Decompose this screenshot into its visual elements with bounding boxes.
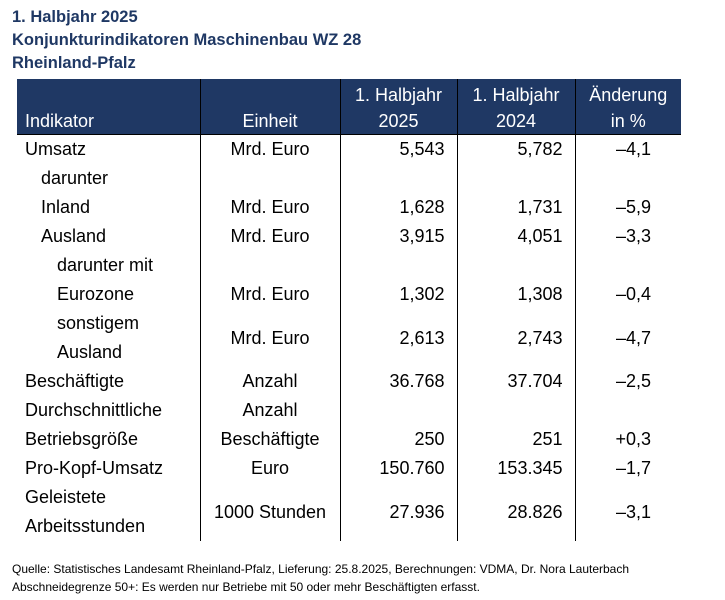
- row-value-2025: 1,628: [339, 193, 457, 222]
- row-change: –0,4: [574, 280, 681, 309]
- row-value-2025: 5,543: [339, 134, 457, 164]
- row-unit: Beschäftigte: [199, 425, 340, 454]
- row-value-2025: 150.760: [339, 454, 457, 483]
- row-unit: Euro: [199, 454, 340, 483]
- row-indicator: Geleistete: [25, 487, 107, 507]
- indicator-table: Indikator Einheit 1. Halbjahr 2025 1. Ha…: [17, 79, 681, 541]
- row-indicator: darunter: [41, 168, 109, 188]
- row-change: –5,9: [574, 193, 681, 222]
- row-indicator: Beschäftigte: [25, 371, 125, 391]
- table-header-row: Indikator Einheit 1. Halbjahr 2025 1. Ha…: [17, 79, 681, 135]
- row-value-2024: 5,782: [456, 134, 575, 164]
- threshold-note: Abschneidegrenze 50+: Es werden nur Betr…: [12, 580, 480, 594]
- row-value-2024: 4,051: [456, 222, 575, 251]
- row-unit: Mrd. Euro: [199, 193, 340, 222]
- row-change: +0,3: [574, 425, 681, 454]
- row-change: –1,7: [574, 454, 681, 483]
- row-indicator: Inland: [41, 197, 91, 217]
- table-row: Pro-Kopf-Umsatz Euro 150.760 153.345 –1,…: [17, 454, 681, 483]
- title-block: 1. Halbjahr 2025 Konjunkturindikatoren M…: [12, 6, 361, 75]
- header-2025: 1. Halbjahr 2025: [339, 79, 457, 135]
- row-value-2024: 1,308: [456, 280, 575, 309]
- table-row: Betriebsgröße Beschäftigte 250 251 +0,3: [17, 425, 681, 454]
- table-row: Ausland Mrd. Euro 3,915 4,051 –3,3: [17, 222, 681, 251]
- row-unit: Mrd. Euro: [199, 280, 340, 309]
- table-row: Ausland: [17, 338, 681, 367]
- table-row: Geleistete 1000 Stunden 27.936 28.826 –3…: [17, 483, 681, 541]
- row-value-2024: 251: [456, 425, 575, 454]
- table-row: Beschäftigte Anzahl 36.768 37.704 –2,5: [17, 367, 681, 396]
- table-row: darunter: [17, 164, 681, 193]
- table-row: Eurozone Mrd. Euro 1,302 1,308 –0,4: [17, 280, 681, 309]
- row-change: –4,7: [574, 309, 681, 367]
- row-value-2024: 2,743: [456, 309, 575, 367]
- table-row: darunter mit: [17, 251, 681, 280]
- row-indicator: Betriebsgröße: [25, 429, 139, 449]
- source-note: Quelle: Statistisches Landesamt Rheinlan…: [12, 562, 630, 576]
- row-value-2024: 28.826: [456, 483, 575, 541]
- row-indicator: Arbeitsstunden: [25, 516, 146, 536]
- table-row: Inland Mrd. Euro 1,628 1,731 –5,9: [17, 193, 681, 222]
- row-change: –2,5: [574, 367, 681, 396]
- row-change: –3,1: [574, 483, 681, 541]
- row-indicator: darunter mit: [57, 255, 154, 275]
- row-indicator: Umsatz: [25, 139, 87, 159]
- row-value-2025: 250: [339, 425, 457, 454]
- row-value-2025: 2,613: [339, 309, 457, 367]
- row-indicator: Pro-Kopf-Umsatz: [25, 458, 164, 478]
- row-change: –4,1: [574, 134, 681, 164]
- header-unit: Einheit: [199, 79, 340, 135]
- table-row: Arbeitsstunden: [17, 512, 681, 541]
- title-region: Rheinland-Pfalz: [12, 54, 136, 72]
- row-indicator: Ausland: [41, 226, 107, 246]
- row-indicator: Durchschnittliche: [25, 400, 163, 420]
- row-unit: Mrd. Euro: [199, 134, 340, 164]
- row-value-2024: 1,731: [456, 193, 575, 222]
- row-value-2024: 153.345: [456, 454, 575, 483]
- row-value-2025: 1,302: [339, 280, 457, 309]
- row-indicator: sonstigem: [57, 313, 140, 333]
- row-value-2025: 36.768: [339, 367, 457, 396]
- row-value-2024: 37.704: [456, 367, 575, 396]
- row-indicator: Ausland: [57, 342, 123, 362]
- row-unit: Anzahl: [199, 396, 340, 425]
- table-row: Umsatz Mrd. Euro 5,543 5,782 –4,1: [17, 134, 681, 164]
- row-unit: 1000 Stunden: [199, 483, 340, 541]
- header-indicator: Indikator: [17, 79, 200, 135]
- row-unit: Anzahl: [199, 367, 340, 396]
- title-subject: Konjunkturindikatoren Maschinenbau WZ 28: [12, 31, 362, 49]
- footer: Quelle: Statistisches Landesamt Rheinlan…: [12, 560, 629, 596]
- table-row: sonstigem Mrd. Euro 2,613 2,743 –4,7: [17, 309, 681, 367]
- row-value-2025: 27.936: [339, 483, 457, 541]
- row-change: –3,3: [574, 222, 681, 251]
- table-row: Durchschnittliche Anzahl: [17, 396, 681, 425]
- title-period: 1. Halbjahr 2025: [12, 8, 138, 26]
- row-unit: Mrd. Euro: [199, 309, 340, 367]
- header-change: Änderung in %: [574, 79, 681, 135]
- row-indicator: Eurozone: [57, 284, 135, 304]
- row-unit: Mrd. Euro: [199, 222, 340, 251]
- row-value-2025: 3,915: [339, 222, 457, 251]
- header-2024: 1. Halbjahr 2024: [456, 79, 575, 135]
